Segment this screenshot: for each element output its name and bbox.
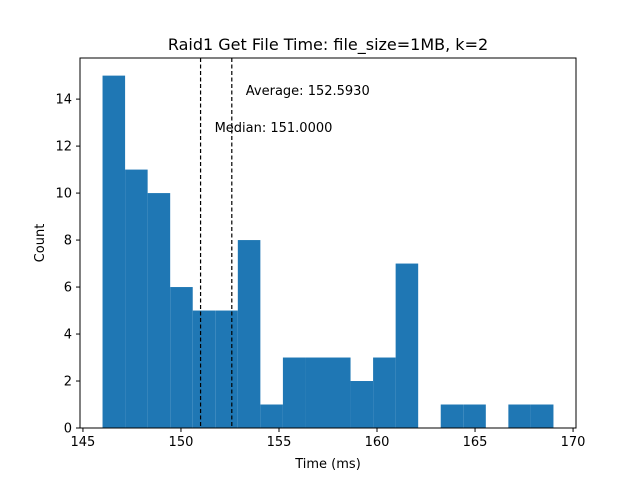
- x-tick-label: 170: [561, 435, 586, 450]
- histogram-bar-16: [463, 404, 486, 428]
- histogram-bar-7: [260, 404, 283, 428]
- x-tick-label: 155: [267, 435, 292, 450]
- histogram-bar-15: [440, 404, 464, 428]
- histogram-bars: [102, 75, 554, 429]
- y-axis-label: Count: [33, 224, 48, 263]
- x-axis-ticks: 145 150 155 160 165 170: [71, 428, 586, 450]
- histogram-bar-13: [395, 263, 419, 428]
- histogram-bar-12: [373, 357, 396, 428]
- x-tick-label: 150: [169, 435, 194, 450]
- histogram-bar-1: [125, 169, 148, 429]
- y-tick-label: 4: [64, 328, 72, 343]
- average-label: Average: 152.5930: [246, 84, 370, 99]
- chart-title: Raid1 Get File Time: file_size=1MB, k=2: [168, 35, 488, 55]
- x-tick-label: 145: [71, 435, 96, 450]
- histogram-bar-9: [305, 357, 328, 428]
- y-tick-label: 12: [55, 140, 72, 155]
- plot-frame: [79, 57, 577, 429]
- y-tick-label: 8: [64, 234, 72, 249]
- histogram-bar-19: [530, 404, 554, 428]
- y-tick-label: 14: [55, 93, 72, 108]
- histogram-bar-4: [192, 310, 216, 428]
- y-tick-label: 6: [64, 281, 72, 296]
- histogram-bar-18: [508, 404, 531, 428]
- histogram-bar-10: [328, 357, 351, 428]
- median-label: Median: 151.0000: [215, 121, 333, 136]
- histogram-bar-6: [237, 240, 261, 428]
- histogram-bar-5: [215, 310, 238, 428]
- y-tick-label: 0: [64, 422, 72, 437]
- histogram-bar-3: [170, 287, 193, 428]
- x-tick-label: 165: [463, 435, 488, 450]
- histogram-bar-2: [147, 193, 171, 428]
- y-tick-label: 10: [55, 187, 72, 202]
- histogram-bar-11: [350, 381, 374, 428]
- y-tick-label: 2: [64, 375, 72, 390]
- x-axis-label: Time (ms): [294, 457, 361, 472]
- histogram-bar-0: [102, 75, 126, 428]
- x-tick-label: 160: [365, 435, 390, 450]
- y-axis-ticks: 0 2 4 6 8 10 12 14: [55, 93, 80, 437]
- histogram-bar-8: [282, 357, 306, 428]
- reference-lines: Average: 152.5930 Median: 151.0000: [199, 58, 370, 428]
